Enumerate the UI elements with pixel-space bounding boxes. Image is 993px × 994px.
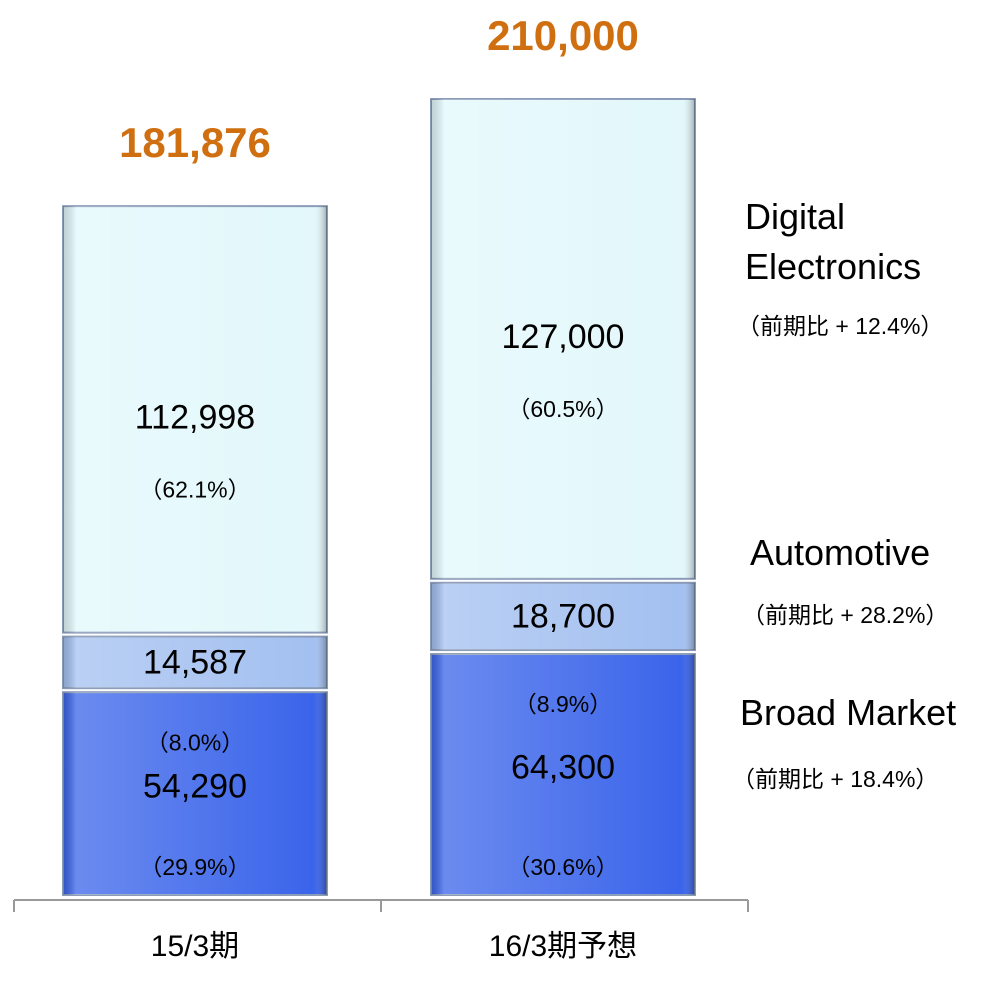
share-label: （60.5%） — [507, 396, 618, 422]
total-label: 210,000 — [487, 12, 639, 59]
growth-label: （前期比 + 28.2%） — [742, 602, 949, 628]
bar-bevel — [63, 206, 327, 633]
value-label: 54,290 — [143, 768, 247, 806]
bar-bevel — [63, 636, 327, 689]
share-label: （62.1%） — [139, 476, 250, 502]
value-label: 18,700 — [511, 597, 615, 635]
bar-bevel — [431, 99, 695, 579]
value-label: 64,300 — [511, 749, 615, 787]
x-tick-label: 16/3期予想 — [489, 930, 637, 963]
share-label: （30.6%） — [507, 854, 618, 880]
share-label: （8.9%） — [514, 691, 612, 717]
share-label: （29.9%） — [139, 854, 250, 880]
bar-bevel — [431, 654, 695, 895]
growth-label: （前期比 + 18.4%） — [732, 766, 939, 792]
bar-bevel — [431, 582, 695, 651]
legend-label: Automotive — [750, 532, 931, 573]
value-label: 127,000 — [502, 318, 625, 356]
value-label: 14,587 — [143, 643, 247, 681]
value-label: 112,998 — [135, 398, 255, 436]
x-tick-label: 15/3期 — [151, 930, 239, 963]
share-label: （8.0%） — [146, 729, 244, 755]
total-label: 181,876 — [119, 119, 271, 166]
legend-label: Broad Market — [740, 692, 957, 733]
legend-label: Digital Electronics — [745, 196, 922, 287]
bar-bevel — [63, 692, 327, 895]
growth-label: （前期比 + 12.4%） — [737, 313, 944, 339]
